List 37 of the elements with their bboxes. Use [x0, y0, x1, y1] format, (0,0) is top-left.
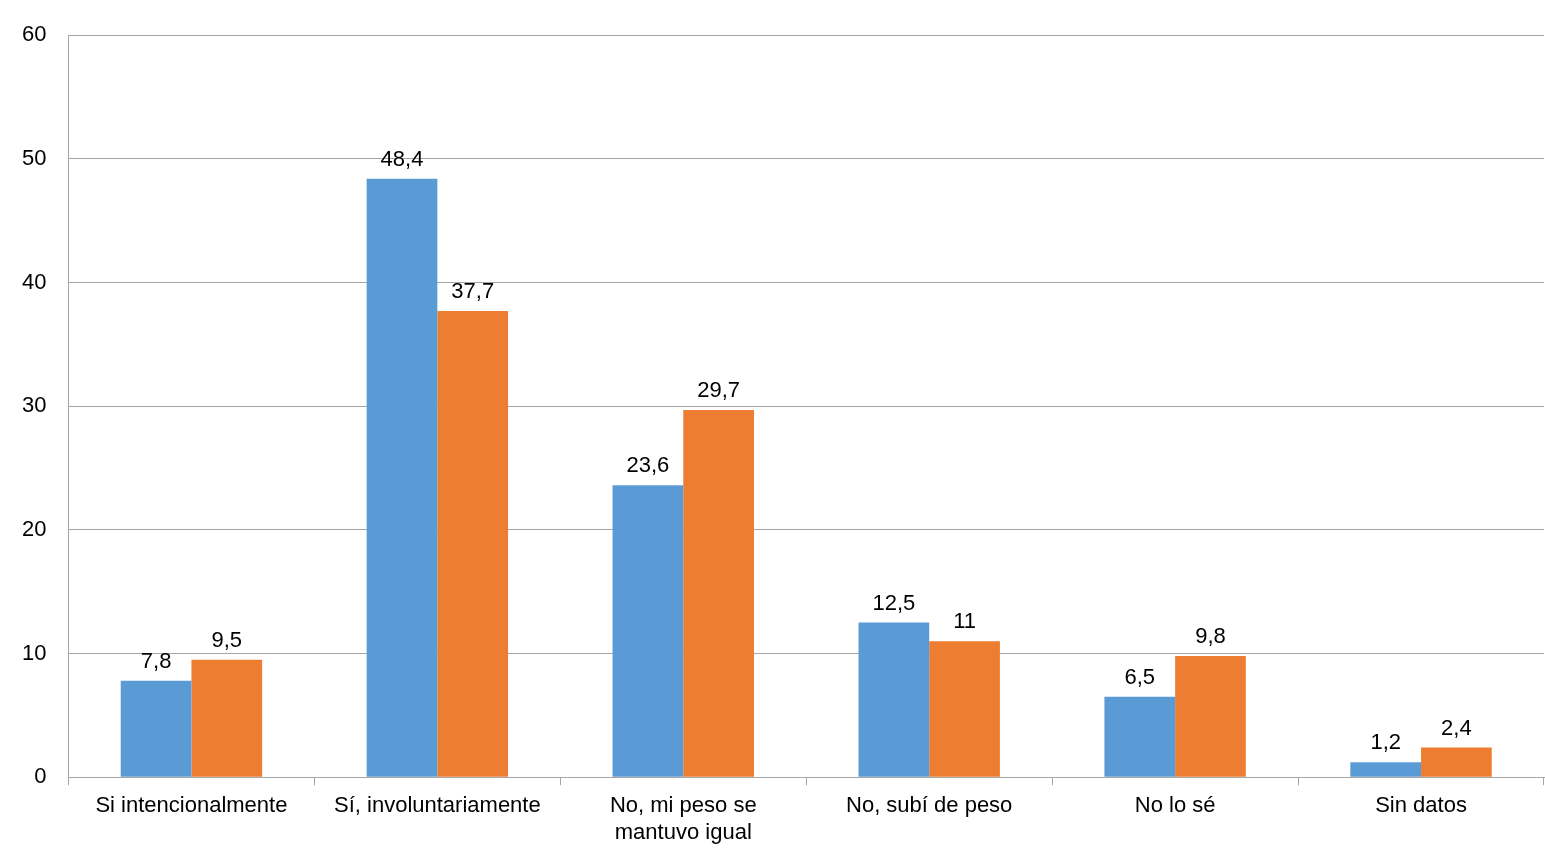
y-tick-label: 40 [21, 268, 47, 294]
data-label: 2,4 [1441, 714, 1472, 740]
y-tick-label: 20 [21, 515, 47, 541]
y-tick-label: 0 [34, 763, 47, 789]
data-label: 12,5 [872, 589, 916, 615]
data-label: 11 [953, 608, 976, 634]
data-label: 6,5 [1124, 663, 1156, 689]
bar [683, 409, 754, 777]
data-label: 37,7 [451, 278, 495, 304]
x-tick-label: No, subí de peso [846, 792, 1013, 818]
bar [191, 659, 263, 777]
x-tick-label: Sin datos [1375, 792, 1467, 818]
bar [612, 485, 684, 777]
x-tick-label: Si intencionalmente [95, 792, 288, 818]
bar [929, 641, 1000, 777]
data-label: 23,6 [626, 452, 670, 478]
bar [366, 178, 438, 777]
y-tick-label: 60 [21, 21, 47, 47]
bar [1104, 696, 1176, 777]
bar [1175, 656, 1246, 777]
x-tick-label: No lo sé [1134, 792, 1216, 818]
y-tick-label: 30 [21, 392, 47, 418]
bar [858, 622, 930, 777]
y-tick-label: 10 [21, 639, 47, 665]
bar [120, 680, 192, 777]
data-label: 7,8 [140, 647, 172, 673]
data-label: 9,8 [1195, 623, 1226, 649]
data-label: 9,5 [211, 626, 243, 652]
x-tick-label: No, mi peso se mantuvo igual [609, 792, 757, 844]
x-tick-label: Sí, involuntariamente [334, 792, 541, 818]
bar [1350, 762, 1422, 777]
y-tick-label: 50 [21, 144, 47, 170]
bar [1421, 747, 1492, 777]
bar [437, 310, 509, 777]
data-label: 29,7 [697, 376, 741, 402]
data-label: 48,4 [380, 145, 424, 171]
data-label: 1,2 [1370, 729, 1401, 755]
